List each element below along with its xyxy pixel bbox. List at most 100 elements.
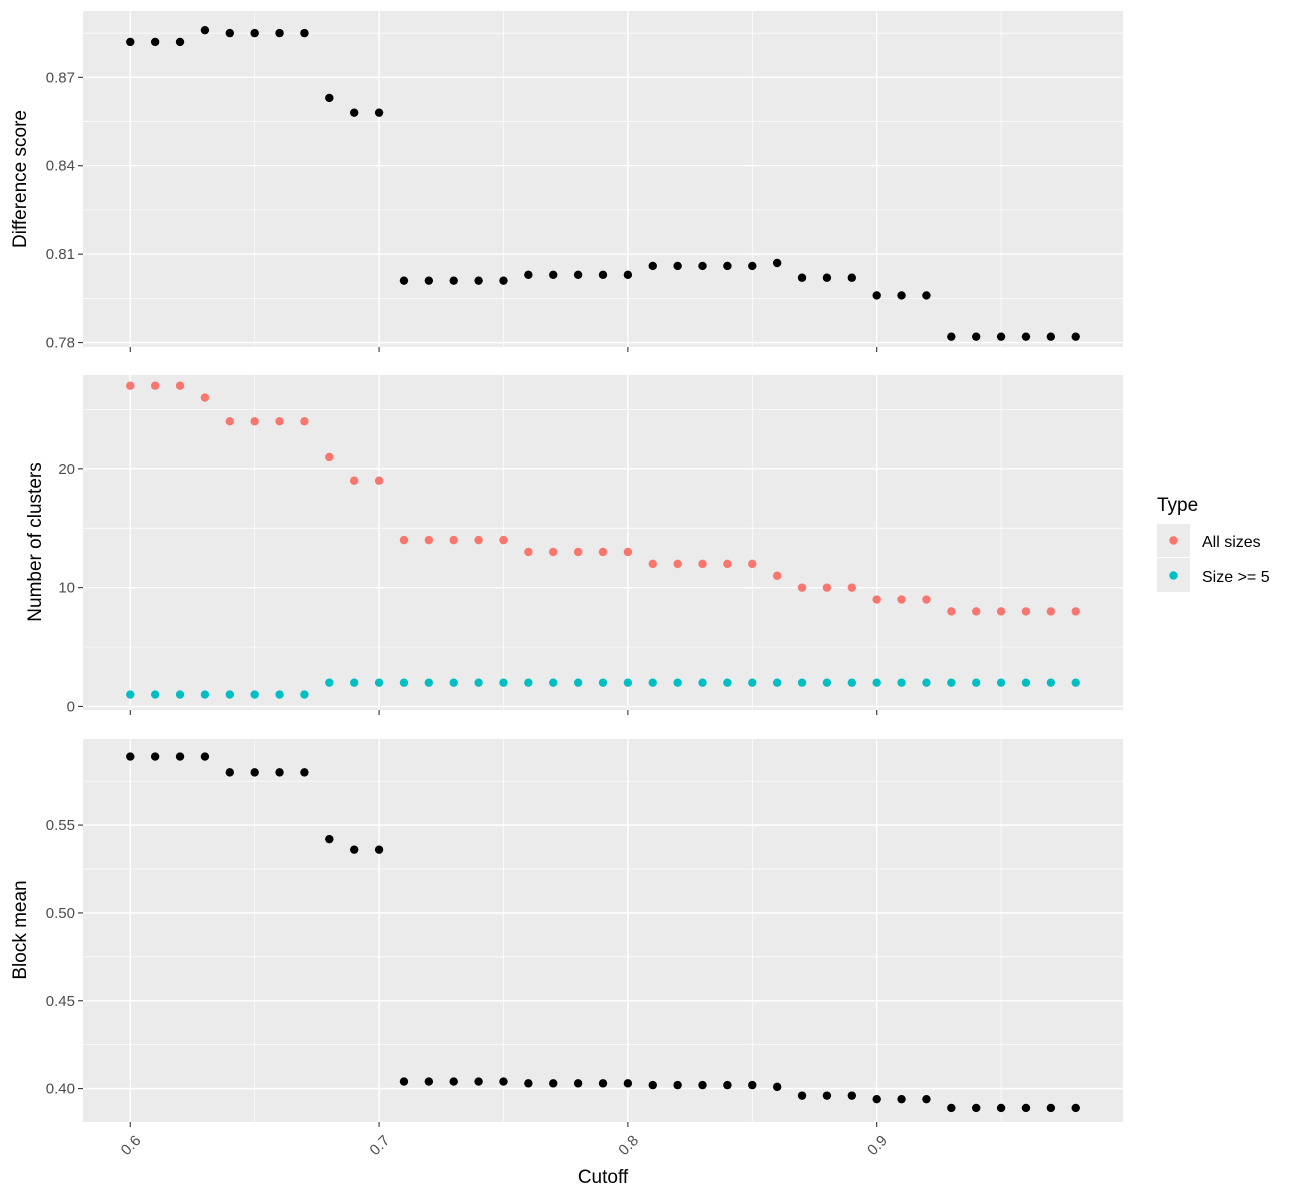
data-point-number-of-clusters-size-5	[897, 678, 906, 687]
data-point-block-mean-series	[897, 1094, 906, 1104]
data-point-number-of-clusters-size-5	[847, 678, 857, 687]
data-point-block-mean-series	[698, 1080, 707, 1090]
data-point-number-of-clusters-all-sizes	[499, 535, 508, 545]
y-tick-label: 0.45	[46, 993, 75, 1010]
data-point-block-mean-series	[772, 1082, 782, 1092]
data-point-block-mean-series	[250, 768, 259, 777]
data-point-block-mean-series	[822, 1091, 832, 1100]
panel-background-difference-score	[83, 11, 1123, 347]
data-point-number-of-clusters-size-5	[748, 678, 757, 687]
data-point-number-of-clusters-all-sizes	[573, 547, 583, 557]
data-point-number-of-clusters-size-5	[822, 678, 832, 687]
data-point-difference-score-series	[947, 332, 956, 341]
data-point-difference-score-series	[1021, 332, 1031, 341]
data-point-number-of-clusters-size-5	[872, 678, 881, 687]
data-point-block-mean-series	[225, 768, 234, 777]
data-point-difference-score-series	[797, 273, 807, 282]
data-point-block-mean-series	[598, 1079, 608, 1088]
panel-background-block-mean	[83, 739, 1123, 1122]
data-point-number-of-clusters-size-5	[175, 690, 185, 699]
data-point-number-of-clusters-all-sizes	[549, 547, 558, 557]
data-point-difference-score-series	[648, 261, 657, 271]
data-point-number-of-clusters-size-5	[300, 690, 309, 699]
y-tick-label: 0	[67, 698, 75, 715]
data-point-number-of-clusters-all-sizes	[275, 417, 284, 426]
data-point-number-of-clusters-size-5	[399, 678, 409, 687]
data-point-block-mean-series	[499, 1077, 508, 1086]
data-point-number-of-clusters-size-5	[623, 678, 633, 687]
data-point-difference-score-series	[996, 332, 1006, 341]
data-point-difference-score-series	[897, 291, 906, 300]
data-point-number-of-clusters-size-5	[349, 678, 359, 687]
data-point-difference-score-series	[225, 28, 234, 38]
data-point-difference-score-series	[623, 270, 633, 279]
data-point-number-of-clusters-all-sizes	[325, 452, 334, 462]
data-point-block-mean-series	[872, 1094, 881, 1104]
data-point-block-mean-series	[349, 845, 359, 854]
data-point-difference-score-series	[474, 276, 483, 285]
data-point-block-mean-series	[1046, 1103, 1056, 1113]
data-point-number-of-clusters-all-sizes	[225, 417, 234, 426]
y-tick-label: 0.55	[46, 817, 75, 834]
data-point-number-of-clusters-all-sizes	[822, 583, 832, 592]
data-point-difference-score-series	[772, 258, 782, 268]
data-point-number-of-clusters-all-sizes	[175, 381, 185, 390]
y-tick-label: 0.81	[46, 246, 75, 263]
data-point-number-of-clusters-all-sizes	[972, 607, 981, 616]
panel-number-of-clusters: 0 10 20 Number of clusters	[25, 375, 1123, 715]
data-point-number-of-clusters-size-5	[573, 678, 583, 687]
data-point-number-of-clusters-all-sizes	[1046, 607, 1056, 616]
data-point-number-of-clusters-all-sizes	[673, 559, 682, 569]
data-point-block-mean-series	[623, 1079, 633, 1088]
data-point-difference-score-series	[300, 28, 309, 38]
data-point-number-of-clusters-all-sizes	[996, 607, 1006, 616]
data-point-number-of-clusters-size-5	[673, 678, 682, 687]
data-point-number-of-clusters-all-sizes	[200, 393, 210, 402]
data-point-number-of-clusters-size-5	[1071, 678, 1080, 687]
data-point-number-of-clusters-size-5	[200, 690, 210, 699]
data-point-block-mean-series	[947, 1103, 956, 1113]
data-point-number-of-clusters-all-sizes	[474, 535, 483, 545]
data-point-difference-score-series	[275, 28, 284, 38]
data-point-difference-score-series	[872, 291, 881, 300]
data-point-block-mean-series	[797, 1091, 807, 1100]
data-point-number-of-clusters-all-sizes	[399, 535, 409, 545]
legend-key-all-sizes	[1169, 536, 1178, 545]
data-point-difference-score-series	[847, 273, 857, 282]
data-point-number-of-clusters-all-sizes	[449, 535, 458, 545]
data-point-number-of-clusters-all-sizes	[897, 595, 906, 604]
data-point-number-of-clusters-size-5	[947, 678, 956, 687]
data-point-difference-score-series	[573, 270, 583, 279]
data-point-number-of-clusters-size-5	[698, 678, 707, 687]
data-point-difference-score-series	[200, 25, 210, 35]
data-point-difference-score-series	[673, 261, 682, 271]
data-point-number-of-clusters-all-sizes	[797, 583, 807, 592]
y-tick-label: 0.78	[46, 335, 75, 352]
data-point-number-of-clusters-size-5	[648, 678, 657, 687]
legend-label-all-sizes: All sizes	[1202, 534, 1261, 551]
data-point-difference-score-series	[449, 276, 458, 285]
y-tick-label: 0.50	[46, 905, 75, 922]
data-point-block-mean-series	[573, 1079, 583, 1088]
data-point-number-of-clusters-size-5	[225, 690, 234, 699]
legend-title: Type	[1157, 495, 1198, 516]
data-point-number-of-clusters-all-sizes	[922, 595, 931, 604]
data-point-block-mean-series	[449, 1077, 458, 1086]
data-point-difference-score-series	[349, 108, 359, 117]
data-point-number-of-clusters-size-5	[772, 678, 782, 687]
data-point-number-of-clusters-all-sizes	[698, 559, 707, 569]
y-tick-label: 20	[58, 461, 75, 478]
data-point-number-of-clusters-size-5	[325, 678, 334, 687]
data-point-difference-score-series	[972, 332, 981, 341]
data-point-number-of-clusters-all-sizes	[300, 417, 309, 426]
data-point-number-of-clusters-size-5	[374, 678, 384, 687]
data-point-difference-score-series	[499, 276, 508, 285]
data-point-difference-score-series	[126, 37, 135, 47]
data-point-number-of-clusters-size-5	[449, 678, 458, 687]
data-point-difference-score-series	[424, 276, 434, 285]
data-point-number-of-clusters-size-5	[126, 690, 135, 699]
data-point-difference-score-series	[399, 276, 409, 285]
data-point-number-of-clusters-size-5	[524, 678, 533, 687]
data-point-block-mean-series	[275, 768, 284, 777]
